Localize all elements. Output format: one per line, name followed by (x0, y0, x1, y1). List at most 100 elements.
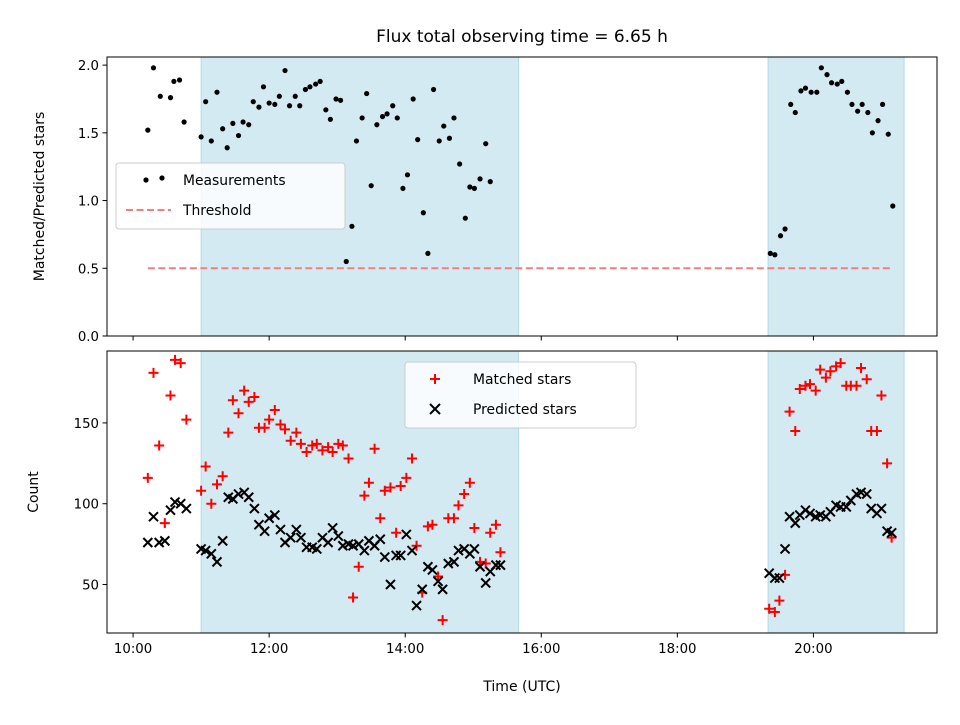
data-point (148, 367, 159, 378)
data-point (879, 101, 886, 108)
data-point (869, 130, 875, 136)
data-point (230, 120, 236, 126)
data-point (148, 511, 159, 522)
data-point (401, 472, 412, 483)
data-point (407, 453, 418, 464)
data-point (800, 380, 811, 391)
data-point (818, 65, 824, 71)
data-point (313, 81, 319, 87)
data-point (157, 93, 163, 99)
data-point (422, 521, 433, 532)
data-point (272, 101, 278, 108)
x-tick-label: 14:00 (386, 642, 424, 657)
data-point (459, 489, 470, 500)
data-point (369, 443, 380, 454)
data-point (425, 250, 431, 256)
data-point (217, 535, 228, 547)
series-predicted-stars (142, 487, 897, 611)
legend-frame (404, 361, 637, 429)
data-point (835, 358, 846, 369)
data-point (243, 396, 254, 407)
y-tick-label: 150 (74, 417, 99, 432)
data-point (333, 96, 339, 102)
legend-marker (430, 374, 440, 384)
data-point (769, 606, 780, 617)
data-point (223, 427, 234, 438)
data-point (798, 88, 804, 94)
data-point (774, 595, 785, 606)
legend-frame (115, 162, 346, 230)
data-point (433, 571, 444, 582)
data-point (364, 90, 370, 97)
data-point (176, 77, 183, 83)
data-point (170, 354, 181, 365)
data-point (810, 385, 821, 396)
data-point (224, 145, 230, 151)
x-axis-label: Time (UTC) (482, 679, 560, 695)
data-point (820, 372, 831, 383)
y-tick-label: 100 (74, 498, 99, 513)
data-point (782, 226, 788, 232)
data-point (343, 453, 354, 464)
data-point (792, 109, 798, 116)
data-point (211, 479, 222, 490)
data-point (295, 438, 306, 449)
data-point (302, 86, 309, 93)
data-point (368, 183, 374, 189)
data-point (464, 477, 475, 488)
data-point (471, 185, 477, 191)
data-point (469, 522, 480, 533)
data-point (353, 561, 364, 572)
data-point (198, 134, 204, 140)
data-point (374, 122, 380, 128)
data-point (292, 93, 298, 99)
data-point (849, 101, 855, 108)
data-point (203, 99, 209, 105)
data-point (240, 119, 246, 125)
data-point (211, 556, 223, 568)
series-matched-stars (142, 354, 897, 626)
data-point (394, 115, 400, 121)
data-point (395, 480, 406, 491)
data-point (311, 543, 322, 555)
data-point (467, 184, 473, 190)
data-point (885, 131, 891, 137)
data-point (249, 503, 260, 514)
series-measurements (145, 65, 896, 265)
data-point (348, 592, 359, 603)
legend-label: Predicted stars (473, 402, 577, 418)
legend-label: Matched stars (473, 372, 571, 388)
data-point (165, 390, 176, 401)
data-point (876, 503, 887, 514)
data-point (437, 615, 448, 626)
data-point (437, 584, 448, 595)
legend-marker (143, 177, 149, 183)
data-point (208, 138, 214, 144)
y-tick-label: 1.0 (78, 195, 99, 210)
data-point (784, 406, 795, 417)
data-point (495, 547, 506, 558)
data-point (275, 419, 286, 430)
data-point (851, 380, 862, 391)
data-point (327, 447, 338, 458)
data-point (337, 440, 348, 451)
data-point (480, 577, 491, 589)
data-point (285, 532, 296, 543)
data-point (825, 366, 836, 377)
data-point (159, 518, 170, 529)
data-point (359, 490, 370, 501)
data-point (441, 123, 447, 129)
data-point (375, 513, 386, 524)
data-point (323, 442, 334, 453)
data-point (343, 258, 349, 265)
data-point (875, 118, 881, 124)
data-point (861, 488, 872, 500)
y-axis-label: Matched/Predicted stars (32, 112, 48, 282)
data-point (415, 137, 421, 143)
legend-label: Measurements (183, 173, 286, 189)
x-tick-label: 18:00 (658, 642, 696, 657)
data-point (217, 471, 228, 482)
legend-marker (429, 403, 441, 415)
data-point (167, 95, 174, 101)
